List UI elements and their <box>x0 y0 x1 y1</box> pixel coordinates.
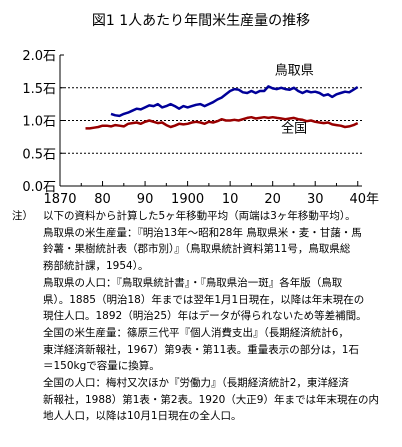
note-text: 鈴薯・果樹統計表（郡市別）』（鳥取県統計資料第11号，鳥取県総 <box>43 243 351 256</box>
series-label: 全国 <box>281 120 307 136</box>
x-tick-label: 90 <box>137 192 154 205</box>
note-text: 鳥取県の人口：『鳥取県統計書』・『鳥取県治一斑』各年版（鳥取 <box>43 276 343 289</box>
series-line-0 <box>110 85 359 118</box>
note-line: 鳥取県の人口：『鳥取県統計書』・『鳥取県治一斑』各年版（鳥取 <box>12 275 396 292</box>
note-line: ＝150kgで容量に換算。 <box>12 358 396 375</box>
x-tick-label: 30 <box>307 192 324 205</box>
note-line: 新報社，1988）第1表・第2表。1920（大正9）年までは年末現在の内 <box>12 392 396 409</box>
x-unit-label: 年 <box>366 192 379 205</box>
y-tick-label: 1.0石 <box>22 115 56 130</box>
note-text: ＝150kgで容量に換算。 <box>43 360 160 373</box>
note-line: 鳥取県の米生産量：『明治13年〜昭和28年 鳥取県米・麦・甘藷・馬 <box>12 225 396 242</box>
x-tick-label: 10 <box>222 192 239 205</box>
y-tick-label: 1.5石 <box>22 82 56 97</box>
series-line-1 <box>85 115 359 130</box>
note-line: 鈴薯・果樹統計表（郡市別）』（鳥取県統計資料第11号，鳥取県総 <box>12 241 396 258</box>
note-text: 全国の米生産量：篠原三代平『個人消費支出』（長期経済統計6， <box>43 326 349 339</box>
note-line: 東洋経済新報社，1967）第9表・第11表。重量表示の部分は，1石 <box>12 342 396 359</box>
note-text: 鳥取県の米生産量：『明治13年〜昭和28年 鳥取県米・麦・甘藷・馬 <box>43 226 362 239</box>
note-line: 現住人口。1892（明治25）年はデータが得られないため等差補間。 <box>12 308 396 325</box>
note-text: 県）。1885（明治18）年までは翌年1月1日現在，以降は年末現在の <box>43 293 365 306</box>
note-line: 注） 以下の資料から計算した5ヶ年移動平均（両端は3ヶ年移動平均）。 <box>12 208 396 225</box>
x-tick-label: 1870 <box>43 192 76 205</box>
x-tick-label: 1900 <box>171 192 204 205</box>
note-line: 全国の人口：梅村又次ほか『労働力』（長期経済統計2，東洋経済 <box>12 375 396 392</box>
note-text: 新報社，1988）第1表・第2表。1920（大正9）年までは年末現在の内 <box>43 393 379 406</box>
note-text: 全国の人口：梅村又次ほか『労働力』（長期経済統計2，東洋経済 <box>43 377 349 390</box>
note-lead: 注） <box>12 210 33 222</box>
note-text: 地人人口，以降は10月1日現在の全人口。 <box>43 410 242 423</box>
source-notes: 注） 以下の資料から計算した5ヶ年移動平均（両端は3ヶ年移動平均）。 鳥取県の米生産… <box>12 208 396 425</box>
note-text: 現住人口。1892（明治25）年はデータが得られないため等差補間。 <box>43 310 367 323</box>
y-tick-label: 0.0石 <box>22 180 56 195</box>
y-tick-label: 0.5石 <box>22 147 56 162</box>
note-text: 東洋経済新報社，1967）第9表・第11表。重量表示の部分は，1石 <box>43 343 359 356</box>
note-text: 以下の資料から計算した5ヶ年移動平均（両端は3ヶ年移動平均）。 <box>43 210 356 222</box>
note-line: 全国の米生産量：篠原三代平『個人消費支出』（長期経済統計6， <box>12 325 396 342</box>
x-tick-label: 40 <box>349 192 366 205</box>
y-tick-label: 2.0石 <box>22 49 56 64</box>
x-tick-label: 80 <box>94 192 111 205</box>
series-label: 鳥取県 <box>275 64 314 79</box>
chart-title: 図1 1人あたり年間米生産量の推移 <box>91 13 311 29</box>
note-line: 地人人口，以降は10月1日現在の全人口。 <box>12 408 396 425</box>
note-line: 県）。1885（明治18）年までは翌年1月1日現在，以降は年末現在の <box>12 292 396 309</box>
note-text: 務部統計課，1954）。 <box>43 260 149 273</box>
note-line: 務部統計課，1954）。 <box>12 258 396 275</box>
x-tick-label: 20 <box>264 192 281 205</box>
